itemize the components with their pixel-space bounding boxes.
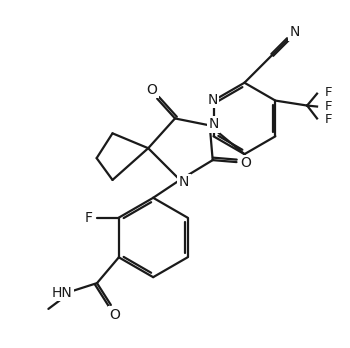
Text: O: O bbox=[147, 83, 158, 97]
Text: F: F bbox=[85, 211, 93, 225]
Text: N: N bbox=[179, 175, 189, 189]
Text: N: N bbox=[209, 117, 219, 132]
Text: N: N bbox=[207, 93, 218, 106]
Text: N: N bbox=[290, 25, 300, 39]
Text: HN: HN bbox=[52, 286, 73, 300]
Text: F: F bbox=[325, 113, 333, 126]
Text: O: O bbox=[110, 308, 120, 322]
Text: O: O bbox=[240, 156, 251, 170]
Text: F: F bbox=[325, 86, 333, 99]
Text: F: F bbox=[325, 100, 333, 113]
